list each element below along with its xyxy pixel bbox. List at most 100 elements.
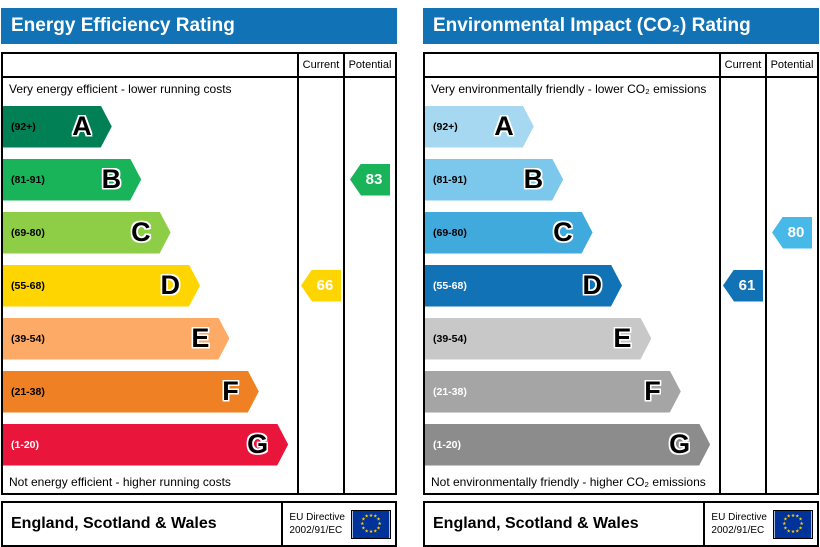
potential-rating-pointer: 80 bbox=[772, 216, 812, 249]
band-range-label: (39-54) bbox=[433, 332, 467, 345]
band-row: (55-68) D 66 bbox=[3, 259, 395, 312]
column-header-row: Current Potential bbox=[3, 54, 395, 78]
potential-rating-value: 83 bbox=[365, 171, 383, 188]
band-range-label: (1-20) bbox=[11, 438, 40, 451]
environmental-impact-chart: Current Potential Very environmentally f… bbox=[423, 52, 819, 495]
band-row: (69-80) C bbox=[3, 206, 395, 259]
band-g-bar: (1-20) G bbox=[425, 424, 710, 466]
svg-text:★: ★ bbox=[795, 528, 799, 534]
svg-text:★: ★ bbox=[798, 516, 802, 522]
band-letter: C bbox=[131, 217, 151, 247]
band-letter: G bbox=[247, 429, 269, 459]
chart-footer: England, Scotland & Wales EU Directive 2… bbox=[1, 501, 397, 547]
current-rating-value: 61 bbox=[738, 277, 756, 294]
energy-efficiency-title: Energy Efficiency Rating bbox=[1, 8, 397, 44]
svg-text:★: ★ bbox=[360, 521, 364, 527]
band-letter: E bbox=[613, 323, 632, 353]
band-range-label: (55-68) bbox=[11, 279, 45, 292]
band-range-label: (69-80) bbox=[433, 226, 467, 239]
band-range-label: (55-68) bbox=[433, 279, 467, 292]
current-column-header: Current bbox=[719, 54, 765, 76]
potential-column-header: Potential bbox=[343, 54, 395, 76]
band-d-bar: (55-68) D bbox=[3, 265, 200, 307]
band-e-bar: (39-54) E bbox=[425, 318, 651, 360]
bottom-caption: Not energy efficient - higher running co… bbox=[9, 475, 231, 489]
band-range-label: (92+) bbox=[433, 120, 458, 133]
current-column-header: Current bbox=[297, 54, 343, 76]
band-f-bar: (21-38) F bbox=[425, 371, 681, 413]
band-row: (1-20) G bbox=[425, 418, 817, 471]
band-row: (39-54) E bbox=[425, 312, 817, 365]
svg-text:★: ★ bbox=[364, 513, 368, 519]
band-b-bar: (81-91) B bbox=[425, 159, 563, 201]
energy-efficiency-chart: Current Potential Very energy efficient … bbox=[1, 52, 397, 495]
band-letter: A bbox=[494, 111, 514, 141]
environmental-impact-title: Environmental Impact (CO₂) Rating bbox=[423, 8, 819, 44]
potential-rating-value: 80 bbox=[787, 224, 805, 241]
band-letter: B bbox=[523, 164, 544, 194]
band-letter: E bbox=[191, 323, 210, 353]
svg-text:★: ★ bbox=[783, 525, 787, 531]
band-row: (55-68) D 61 bbox=[425, 259, 817, 312]
svg-text:★: ★ bbox=[361, 516, 365, 522]
band-letter: A bbox=[72, 111, 92, 141]
band-a-bar: (92+) A bbox=[3, 106, 112, 148]
svg-text:★: ★ bbox=[376, 516, 380, 522]
svg-text:★: ★ bbox=[786, 528, 790, 534]
band-letter: C bbox=[553, 217, 573, 247]
band-letter: D bbox=[582, 270, 602, 300]
band-range-label: (69-80) bbox=[11, 226, 45, 239]
potential-rating-pointer: 83 bbox=[350, 163, 390, 196]
band-letter: D bbox=[160, 270, 180, 300]
band-row: (21-38) F bbox=[425, 365, 817, 418]
eu-flag-icon: ★ ★★ ★★★ ★★★ ★★★ bbox=[351, 509, 391, 539]
chart-footer: England, Scotland & Wales EU Directive 2… bbox=[423, 501, 819, 547]
svg-text:★: ★ bbox=[783, 516, 787, 522]
band-row: (81-91) B 83 bbox=[3, 153, 395, 206]
eu-directive-section: EU Directive 2002/91/EC ★ ★ ★ ★ ★ ★ ★ ★ ★ ★ ★ ★ bbox=[281, 503, 395, 545]
svg-text:★: ★ bbox=[364, 528, 368, 534]
band-c-bar: (69-80) C bbox=[3, 212, 171, 254]
top-caption: Very energy efficient - lower running co… bbox=[9, 82, 232, 96]
current-rating-pointer: 61 bbox=[723, 269, 763, 302]
svg-text:★: ★ bbox=[369, 512, 373, 518]
svg-text:★: ★ bbox=[378, 521, 382, 527]
svg-text:★: ★ bbox=[373, 528, 377, 534]
svg-text:★: ★ bbox=[786, 513, 790, 519]
eu-flag-icon: ★ ★★ ★★★ ★★★ ★★★ bbox=[773, 509, 813, 539]
band-range-label: (39-54) bbox=[11, 332, 45, 345]
band-row: (21-38) F bbox=[3, 365, 395, 418]
band-b-bar: (81-91) B bbox=[3, 159, 141, 201]
top-caption-row: Very environmentally friendly - lower CO… bbox=[425, 78, 817, 100]
band-f-bar: (21-38) F bbox=[3, 371, 259, 413]
svg-text:★: ★ bbox=[791, 529, 795, 535]
band-g-bar: (1-20) G bbox=[3, 424, 288, 466]
band-e-bar: (39-54) E bbox=[3, 318, 229, 360]
band-letter: F bbox=[222, 376, 239, 406]
band-range-label: (1-20) bbox=[433, 438, 462, 451]
svg-text:★: ★ bbox=[800, 521, 804, 527]
eu-directive-text: EU Directive 2002/91/EC bbox=[289, 512, 345, 536]
band-range-label: (81-91) bbox=[11, 173, 45, 186]
energy-efficiency-panel: Energy Efficiency Rating Current Potenti… bbox=[1, 8, 397, 547]
band-row: (81-91) B bbox=[425, 153, 817, 206]
band-c-bar: (69-80) C bbox=[425, 212, 593, 254]
bottom-caption-row: Not environmentally friendly - higher CO… bbox=[425, 471, 817, 493]
svg-text:★: ★ bbox=[798, 525, 802, 531]
svg-text:★: ★ bbox=[376, 525, 380, 531]
top-caption: Very environmentally friendly - lower CO… bbox=[431, 82, 707, 96]
region-label: England, Scotland & Wales bbox=[11, 515, 217, 532]
band-d-bar: (55-68) D bbox=[425, 265, 622, 307]
environmental-impact-panel: Environmental Impact (CO₂) Rating Curren… bbox=[423, 8, 819, 547]
band-row: (39-54) E bbox=[3, 312, 395, 365]
band-range-label: (21-38) bbox=[11, 385, 45, 398]
band-range-label: (92+) bbox=[11, 120, 36, 133]
band-range-label: (21-38) bbox=[433, 385, 467, 398]
potential-column-header: Potential bbox=[765, 54, 817, 76]
eu-directive-section: EU Directive 2002/91/EC ★ ★ ★ ★ ★ ★ ★ ★ ★ ★ ★ ★ bbox=[703, 503, 817, 545]
band-row: (92+) A bbox=[3, 100, 395, 153]
bottom-caption-row: Not energy efficient - higher running co… bbox=[3, 471, 395, 493]
current-rating-pointer: 66 bbox=[301, 269, 341, 302]
svg-text:★: ★ bbox=[782, 521, 786, 527]
